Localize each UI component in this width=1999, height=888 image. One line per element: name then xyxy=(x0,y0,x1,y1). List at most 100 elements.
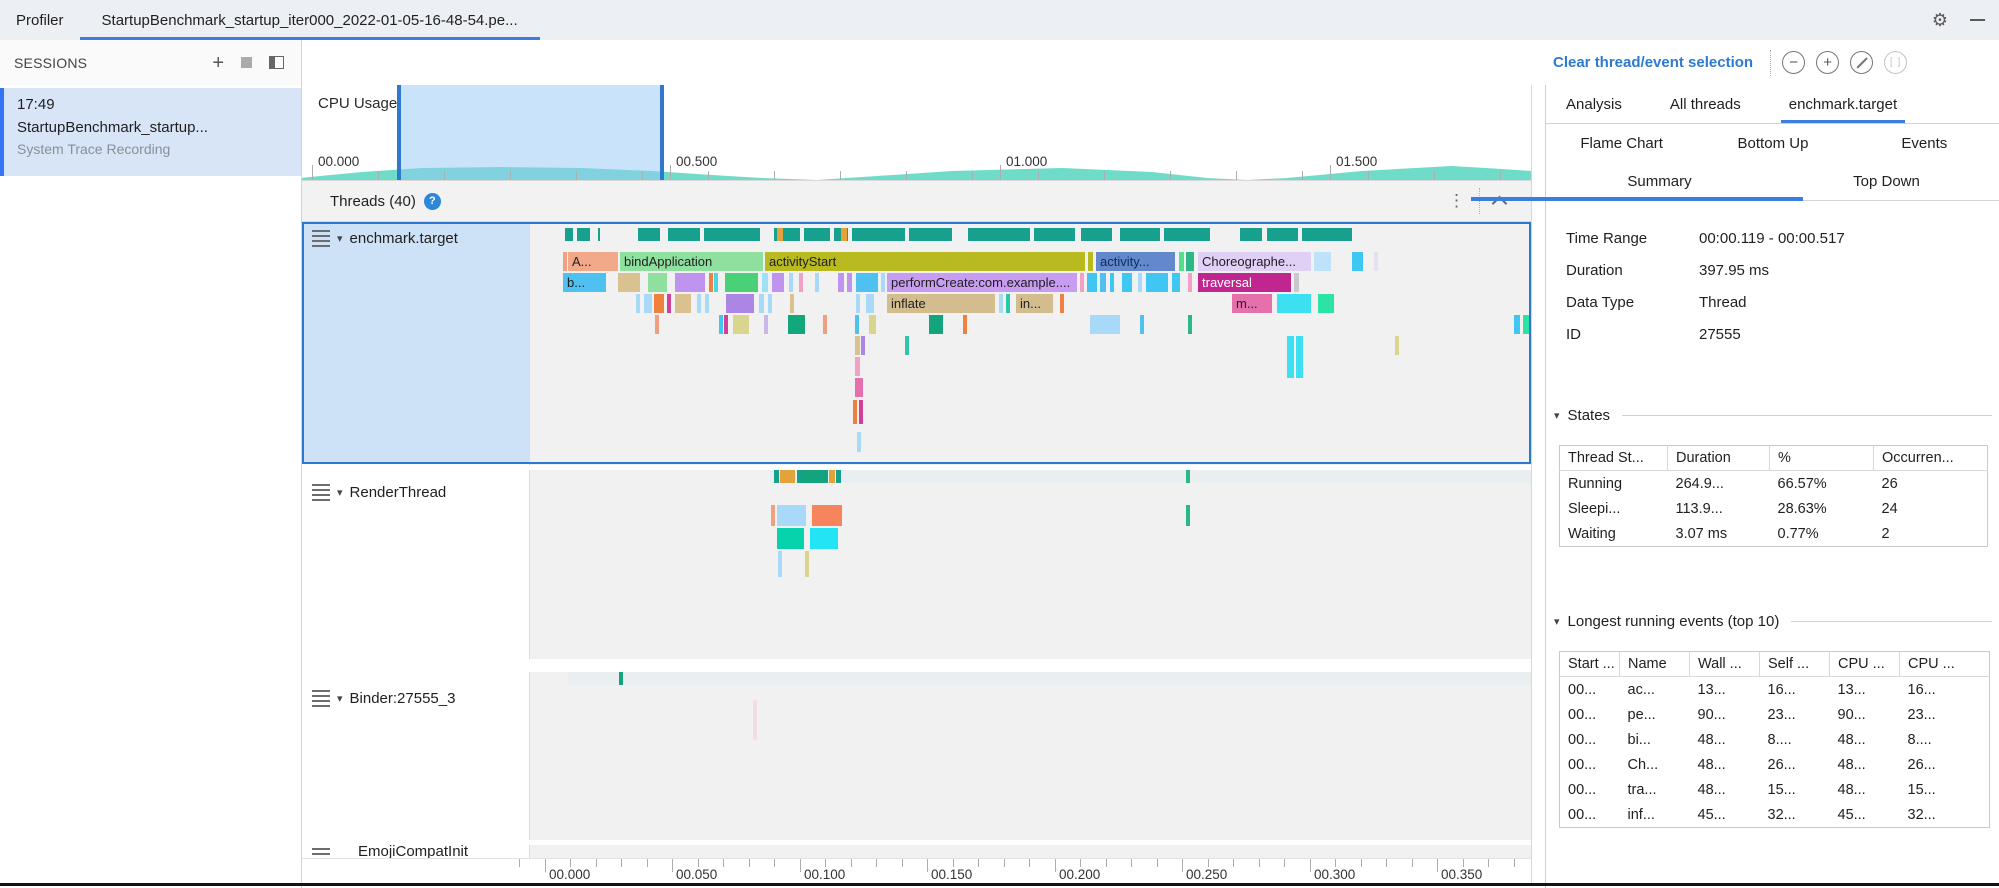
table-row[interactable]: 00... Ch... 48... 26... 48... 26... xyxy=(1560,752,1990,777)
trace-event[interactable]: performCreate:com.example.... xyxy=(887,273,1077,292)
tab-thread-enchmark-target[interactable]: enchmark.target xyxy=(1780,85,1906,123)
drag-handle-icon[interactable] xyxy=(312,690,330,707)
trace-event[interactable]: b... xyxy=(563,273,606,292)
table-row[interactable]: 00... bi... 48... 8.... 48... 8.... xyxy=(1560,727,1990,752)
longest-events-table[interactable]: Start ... Name Wall ... Self ... CPU ... CPU … xyxy=(1559,651,1990,828)
column-header[interactable]: Wall ... xyxy=(1689,651,1760,677)
trace-sliver[interactable] xyxy=(1186,505,1190,526)
trace-sliver[interactable] xyxy=(1090,315,1120,334)
trace-sliver[interactable] xyxy=(1514,315,1520,334)
trace-event[interactable]: A... xyxy=(568,252,618,271)
trace-sliver[interactable] xyxy=(759,294,764,313)
trace-sliver[interactable] xyxy=(1179,252,1184,271)
stop-recording-icon[interactable] xyxy=(241,57,252,68)
trace-sliver[interactable] xyxy=(1314,252,1331,271)
trace-sliver[interactable] xyxy=(829,470,835,483)
table-row[interactable]: 00... pe... 90... 23... 90... 23... xyxy=(1560,702,1990,727)
trace-sliver[interactable] xyxy=(866,294,874,313)
timeline-selection[interactable] xyxy=(397,85,664,180)
trace-sliver[interactable] xyxy=(648,273,667,292)
trace-sliver[interactable] xyxy=(861,336,865,355)
states-section-header[interactable]: ▾ States xyxy=(1554,407,1992,424)
scrollbar-track[interactable] xyxy=(1531,85,1545,884)
trace-sliver[interactable] xyxy=(1374,252,1378,271)
trace-sliver[interactable] xyxy=(655,315,659,334)
expand-caret-icon[interactable]: ▾ xyxy=(337,233,343,245)
trace-sliver[interactable] xyxy=(805,551,809,577)
trace-sliver[interactable] xyxy=(772,273,784,292)
thread-row-partial[interactable]: EmojiCompatInit xyxy=(312,843,468,858)
trace-event[interactable]: bindApplication xyxy=(620,252,763,271)
trace-event[interactable]: inflate xyxy=(887,294,995,313)
trace-sliver[interactable] xyxy=(654,294,664,313)
trace-sliver[interactable] xyxy=(1138,273,1142,292)
trace-sliver[interactable] xyxy=(1287,336,1294,378)
trace-sliver[interactable] xyxy=(1186,470,1190,483)
trace-sliver[interactable] xyxy=(855,315,859,334)
thread-row-enchmark-target[interactable]: ▾ enchmark.target xyxy=(312,230,458,247)
trace-sliver[interactable] xyxy=(1140,315,1144,334)
thread-row-renderthread[interactable]: ▾ RenderThread xyxy=(312,484,446,501)
trace-sliver[interactable] xyxy=(778,551,782,577)
trace-sliver[interactable] xyxy=(857,432,861,452)
trace-sliver[interactable] xyxy=(963,315,967,334)
settings-gear-icon[interactable]: ⚙ xyxy=(1931,9,1948,30)
selection-handle-right[interactable] xyxy=(660,85,664,180)
expand-caret-icon[interactable]: ▾ xyxy=(337,693,343,705)
trace-sliver[interactable] xyxy=(733,315,749,334)
trace-sliver[interactable] xyxy=(790,294,794,313)
selection-handle-left[interactable] xyxy=(397,85,401,180)
trace-sliver[interactable] xyxy=(869,315,876,334)
trace-sliver[interactable] xyxy=(1087,273,1097,292)
trace-sliver[interactable] xyxy=(619,672,623,685)
cpu-usage-track[interactable]: CPU Usage xyxy=(302,85,1531,180)
trace-sliver[interactable] xyxy=(1296,336,1303,378)
trace-sliver[interactable] xyxy=(1318,294,1334,313)
session-item[interactable]: 17:49 StartupBenchmark_startup... System… xyxy=(0,88,301,176)
trace-sliver[interactable] xyxy=(618,273,640,292)
states-table[interactable]: Thread St... Duration% Occurren... Running 2… xyxy=(1559,445,1988,547)
tab-top-down[interactable]: Top Down xyxy=(1853,172,1920,190)
collapse-panel-icon[interactable] xyxy=(269,56,284,69)
column-header[interactable]: Thread St... xyxy=(1559,445,1668,471)
minimize-icon[interactable] xyxy=(1970,19,1985,21)
help-icon[interactable]: ? xyxy=(423,192,441,210)
trace-sliver[interactable] xyxy=(856,294,860,313)
column-header[interactable]: Occurren... xyxy=(1882,450,1954,466)
trace-sliver[interactable] xyxy=(855,357,860,376)
table-row[interactable]: 00... inf... 45... 32... 45... 32... xyxy=(1560,802,1990,828)
trace-sliver[interactable] xyxy=(1060,294,1064,313)
trace-sliver[interactable] xyxy=(1277,294,1311,313)
trace-sliver[interactable] xyxy=(771,505,775,526)
trace-sliver[interactable] xyxy=(777,528,804,549)
trace-sliver[interactable] xyxy=(764,315,768,334)
collapse-caret-icon[interactable]: ▾ xyxy=(1554,616,1560,628)
trace-sliver[interactable] xyxy=(836,470,841,483)
tab-events[interactable]: Events xyxy=(1901,134,1948,152)
thread-row-binder[interactable]: ▾ Binder:27555_3 xyxy=(312,690,455,707)
tab-bottom-up[interactable]: Bottom Up xyxy=(1737,134,1809,152)
trace-sliver[interactable] xyxy=(725,273,758,292)
trace-sliver[interactable] xyxy=(705,294,709,313)
table-row[interactable]: 00... tra... 48... 15... 48... 15... xyxy=(1560,777,1990,802)
column-header[interactable]: Duration xyxy=(1667,445,1770,471)
trace-sliver[interactable] xyxy=(1088,252,1093,271)
zoom-out-icon[interactable]: − xyxy=(1782,51,1806,74)
add-session-icon[interactable]: + xyxy=(212,51,224,74)
trace-sliver[interactable] xyxy=(1006,294,1010,313)
trace-sliver[interactable] xyxy=(1110,273,1114,292)
tab-analysis[interactable]: Analysis xyxy=(1566,95,1622,113)
trace-sliver[interactable] xyxy=(1352,252,1363,271)
trace-sliver[interactable] xyxy=(838,273,844,292)
trace-sliver[interactable] xyxy=(780,470,795,483)
trace-event[interactable]: activityStart xyxy=(765,252,1085,271)
tab-summary[interactable]: Summary xyxy=(1471,162,1803,201)
tab-capture[interactable]: StartupBenchmark_startup_iter000_2022-01… xyxy=(79,0,540,41)
trace-sliver[interactable] xyxy=(841,228,847,241)
column-header[interactable]: % xyxy=(1769,445,1874,471)
trace-sliver[interactable] xyxy=(856,273,878,292)
trace-sliver[interactable] xyxy=(905,336,909,355)
trace-sliver[interactable] xyxy=(762,273,768,292)
trace-sliver[interactable] xyxy=(999,294,1003,313)
trace-sliver[interactable] xyxy=(1523,315,1530,334)
